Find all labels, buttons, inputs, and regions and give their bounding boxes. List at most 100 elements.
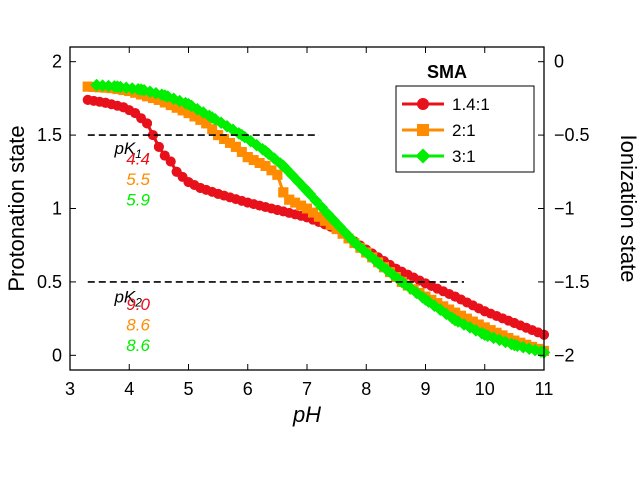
data-point	[242, 152, 253, 163]
data-point	[491, 327, 502, 338]
data-point	[236, 146, 247, 157]
y-tick-label: 1	[52, 199, 62, 219]
data-point	[182, 98, 195, 111]
data-point	[266, 165, 277, 176]
data-point	[259, 144, 272, 158]
data-point	[296, 200, 307, 211]
data-point	[284, 194, 295, 205]
legend-marker	[417, 98, 429, 110]
data-point	[142, 91, 153, 102]
data-point	[219, 134, 230, 145]
data-point	[189, 111, 200, 122]
data-point	[456, 310, 467, 321]
data-point	[171, 166, 182, 177]
data-point	[278, 187, 289, 198]
y-tick-label: 0	[52, 345, 62, 365]
data-point	[272, 169, 283, 180]
data-point	[503, 332, 514, 343]
legend-label: 2:1	[452, 121, 476, 140]
data-point	[319, 215, 330, 226]
data-point	[158, 89, 172, 102]
reference-lines	[87, 134, 465, 283]
x-tick-label: 4	[124, 379, 134, 399]
data-point	[478, 328, 491, 342]
data-point	[448, 313, 462, 327]
data-point	[100, 97, 111, 108]
legend-title: SMA	[427, 62, 467, 82]
data-point	[450, 291, 461, 302]
data-point	[230, 141, 241, 152]
data-point	[300, 184, 314, 198]
data-point	[171, 102, 182, 113]
data-point	[207, 124, 218, 135]
data-point	[134, 83, 148, 96]
x-tick-label: 5	[183, 379, 193, 399]
pk-value: 8.6	[126, 315, 150, 334]
data-point	[205, 111, 219, 124]
y2-tick-label: −0.5	[554, 125, 590, 145]
data-point	[183, 108, 194, 119]
x-tick-label: 6	[243, 379, 253, 399]
data-point	[82, 81, 93, 92]
data-point	[497, 330, 508, 341]
data-point	[153, 141, 164, 152]
x-tick-label: 10	[475, 379, 495, 399]
x-axis-title: pH	[292, 402, 321, 427]
data-point	[213, 130, 224, 141]
data-point	[82, 94, 93, 105]
data-point	[130, 108, 141, 119]
data-point	[195, 114, 206, 125]
data-point	[315, 201, 329, 214]
ticks: 3 4 5 6 7 8 9 10 11 0 0.5 1 1.5 2 −2 −1.5 −1 −0.5 0	[37, 47, 590, 399]
data-point	[242, 197, 253, 208]
data-point	[450, 307, 461, 318]
data-point	[147, 130, 158, 141]
legend: SMA 1.4:1 2:1 3:1	[395, 62, 535, 173]
data-point	[248, 155, 259, 166]
data-point	[224, 137, 235, 148]
data-point	[313, 211, 324, 222]
pk-value: 5.9	[126, 191, 150, 210]
data-point	[508, 338, 521, 352]
data-point	[479, 306, 490, 317]
pk-value: 9.0	[126, 295, 150, 314]
y2-tick-label: 0	[554, 52, 564, 72]
legend-item: 3:1	[402, 147, 476, 166]
data-point	[130, 87, 141, 98]
pk-label: pK2	[113, 287, 142, 309]
data-point	[473, 319, 484, 330]
data-point	[147, 93, 158, 104]
x-tick-label: 7	[302, 379, 312, 399]
legend-label: 1.4:1	[452, 95, 490, 114]
legend-marker	[417, 124, 429, 136]
legend-items: 1.4:1 2:1 3:1	[402, 95, 490, 166]
data-point	[183, 177, 194, 188]
data-point	[419, 293, 432, 306]
x-tick-label: 11	[535, 379, 554, 399]
y-tick-label: 0.5	[37, 272, 62, 292]
data-point	[302, 203, 312, 214]
data-point	[159, 97, 170, 108]
pk-value: 4.4	[126, 149, 150, 168]
data-point	[325, 219, 336, 230]
data-point	[213, 188, 224, 199]
y2-tick-label: −1.5	[554, 272, 590, 292]
y-tick-label: 2	[52, 52, 62, 72]
series-layer	[82, 78, 551, 359]
x-tick-label: 8	[361, 379, 371, 399]
y2-tick-label: −2	[554, 345, 575, 365]
data-point	[420, 278, 431, 289]
data-point	[461, 313, 472, 324]
y-tick-label: 1.5	[37, 125, 62, 145]
data-point	[165, 100, 176, 111]
data-point	[195, 182, 206, 193]
pk-value: 5.5	[126, 170, 150, 189]
x-tick-label: 9	[420, 379, 430, 399]
data-point	[479, 322, 490, 333]
data-point	[277, 159, 290, 173]
data-point	[120, 81, 133, 94]
data-point	[111, 80, 124, 93]
y2-tick-label: −1	[554, 199, 575, 219]
